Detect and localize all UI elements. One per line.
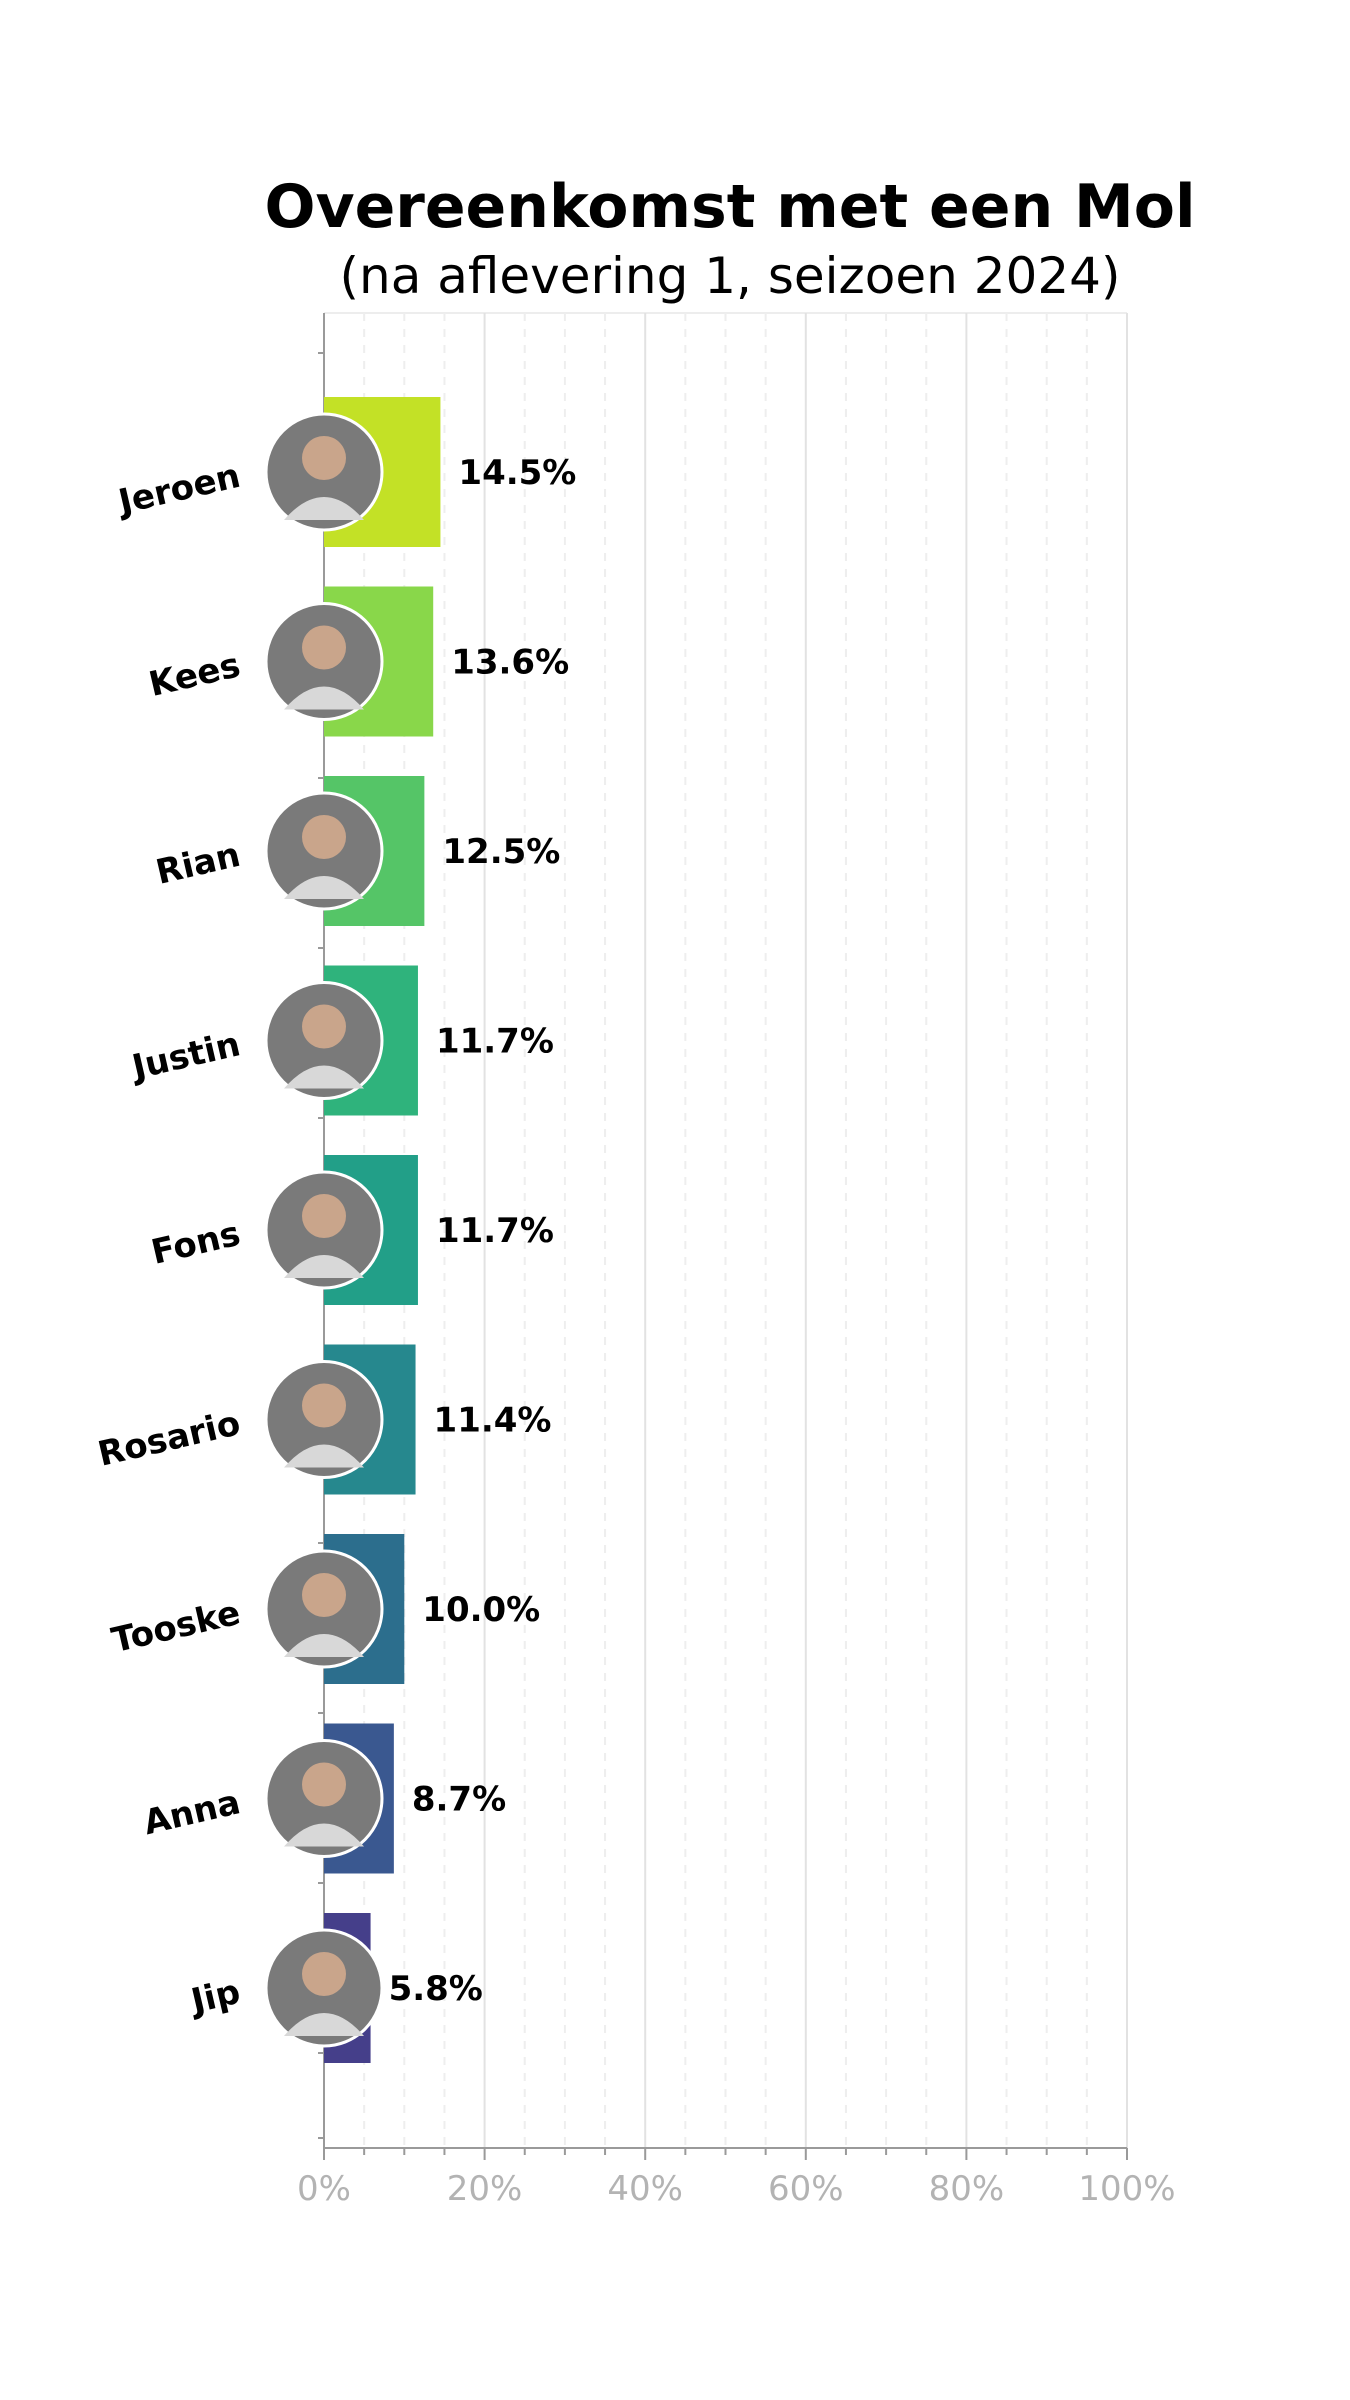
avatar-shoulders <box>284 686 364 710</box>
avatar-head <box>302 436 346 480</box>
avatar-head <box>302 625 346 670</box>
category-label: Rian <box>152 835 244 893</box>
avatar-head <box>302 1952 346 1996</box>
avatar-icon <box>264 1170 384 1290</box>
avatar-icon <box>264 1928 384 2048</box>
category-label: Tooske <box>108 1593 244 1661</box>
category-label: Anna <box>140 1782 244 1843</box>
avatar-icon <box>264 1739 384 1858</box>
x-tick-label: 0% <box>297 2169 351 2209</box>
avatar-icon <box>264 1360 384 1479</box>
category-label: Kees <box>145 645 244 705</box>
avatar-icon <box>264 412 384 532</box>
x-tick-label: 20% <box>447 2169 523 2209</box>
grid-lines <box>324 312 1128 2148</box>
value-label: 11.4% <box>434 1401 552 1441</box>
value-label: 13.6% <box>451 643 569 683</box>
category-label: Jip <box>186 1972 244 2022</box>
avatar-head <box>302 1004 346 1049</box>
avatar-icon <box>264 791 384 911</box>
avatar-shoulders <box>284 1255 364 1278</box>
value-label: 5.8% <box>389 1969 483 2009</box>
chart-subtitle: (na aflevering 1, seizoen 2024) <box>339 247 1121 305</box>
x-tick-label: 100% <box>1078 2169 1175 2209</box>
avatar-head <box>302 815 346 859</box>
x-tick-label: 40% <box>607 2169 683 2209</box>
value-label: 11.7% <box>436 1211 554 1251</box>
avatars <box>264 412 384 2048</box>
avatar-shoulders <box>284 497 364 520</box>
avatar-icon <box>264 1549 384 1669</box>
avatar-shoulders <box>284 1634 364 1657</box>
x-tick-label: 80% <box>929 2169 1005 2209</box>
avatar-head <box>302 1383 346 1428</box>
avatar-shoulders <box>284 1444 364 1468</box>
value-label: 8.7% <box>412 1780 506 1820</box>
labels: 0% 20% 40% 60% 80% 100% Jeroen 14.5% Kees 13.6% Ri… <box>94 453 1175 2209</box>
avatar-head <box>302 1762 346 1807</box>
avatar-head <box>302 1194 346 1238</box>
x-tick-label: 60% <box>768 2169 844 2209</box>
value-label: 14.5% <box>458 453 576 493</box>
value-label: 10.0% <box>422 1590 540 1630</box>
value-label: 12.5% <box>442 832 560 872</box>
avatar-icon <box>264 602 384 721</box>
value-label: 11.7% <box>436 1022 554 1062</box>
avatar-shoulders <box>284 876 364 899</box>
category-label: Jeroen <box>113 456 244 523</box>
avatar-shoulders <box>284 2013 364 2036</box>
category-label: Rosario <box>94 1403 244 1474</box>
avatar-icon <box>264 981 384 1100</box>
avatar-head <box>302 1573 346 1617</box>
category-label: Justin <box>127 1024 244 1088</box>
avatar-shoulders <box>284 1065 364 1089</box>
chart-title: Overeenkomst met een Mol <box>264 172 1196 242</box>
category-label: Fons <box>148 1214 244 1273</box>
avatar-shoulders <box>284 1823 364 1847</box>
